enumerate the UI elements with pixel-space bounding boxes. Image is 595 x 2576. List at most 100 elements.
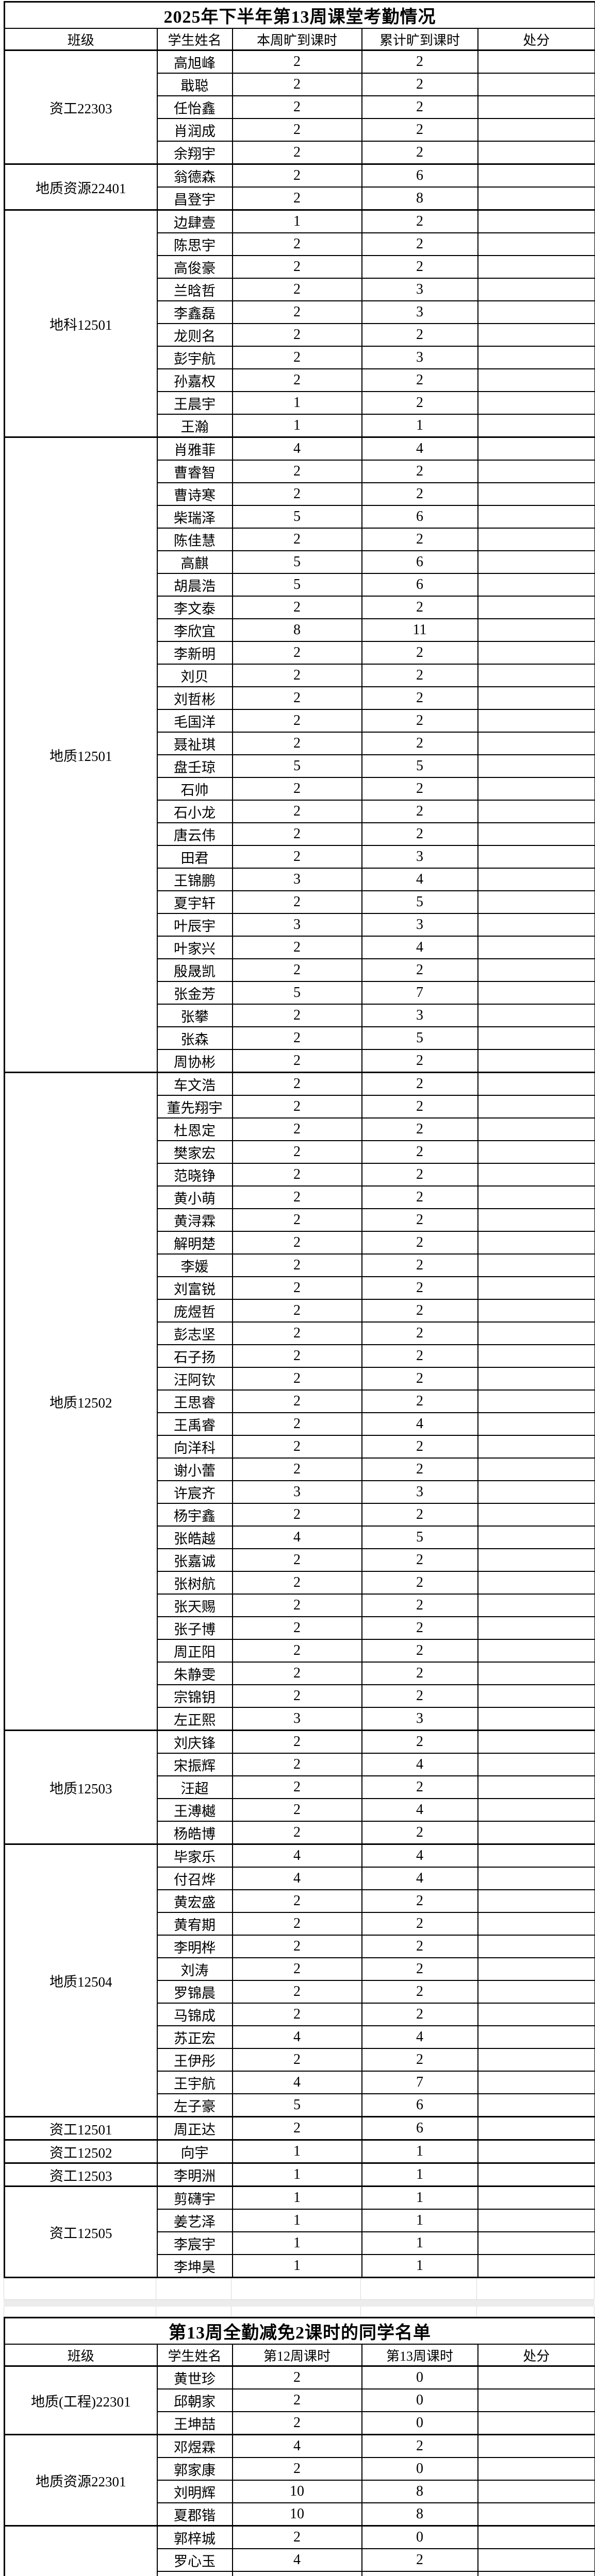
table-row: 刘涛 2 2 (5, 1957, 595, 1981)
table-row: 毛国洋 2 2 (5, 709, 595, 733)
week-hours-cell: 1 (232, 2231, 362, 2255)
student-name-cell: 刘明辉 (156, 2480, 233, 2503)
punishment-cell (477, 845, 595, 869)
table-row: 黄浔霖 2 2 (5, 1208, 595, 1232)
table-row: 曹诗寒 2 2 (5, 482, 595, 506)
table-row: 郭家康 2 0 (5, 2457, 595, 2481)
table-row: 王锦鹏 3 4 (5, 868, 595, 891)
week-hours-cell: 2 (232, 1004, 362, 1027)
week-hours-cell: 2 (232, 1798, 362, 1822)
second-hours-cell: 1 (361, 2254, 478, 2278)
table-row: 曹睿智 2 2 (5, 460, 595, 483)
week-hours-cell: 5 (232, 505, 362, 529)
table-row: 资工12501 周正达 2 6 (4, 2116, 595, 2141)
punishment-cell (477, 2457, 595, 2481)
second-hours-cell: 1 (361, 2231, 478, 2255)
table-row: 聂祉琪 2 2 (5, 732, 595, 755)
table-row: 高麒 5 6 (5, 550, 595, 574)
table-row: 李欣宜 8 11 (5, 618, 595, 642)
class-label: 资工12501 (4, 2116, 158, 2141)
week-hours-cell: 2 (232, 2365, 362, 2389)
column-header-total-absent-hours: 累计旷到课时 (361, 28, 478, 51)
table-row: 黄宥期 2 2 (5, 1912, 595, 1936)
punishment-cell (477, 2365, 595, 2389)
punishment-cell (477, 1276, 595, 1300)
punishment-cell (477, 1867, 595, 1890)
student-name-cell: 彭志坚 (156, 1321, 233, 1345)
punishment-cell (477, 391, 595, 415)
table-row: 胡晨浩 5 6 (5, 573, 595, 597)
student-name-cell: 姜艺泽 (156, 2209, 233, 2232)
table-row: 李坤昊 1 1 (5, 2254, 595, 2278)
table-row: 资工22303 高旭峰 2 2 (4, 49, 595, 165)
student-name-cell: 田君 (156, 845, 233, 869)
second-hours-cell: 2 (361, 2548, 478, 2572)
punishment-cell (477, 732, 595, 755)
student-name-cell: 龙则名 (156, 323, 233, 347)
table2-header-row: 班级 学生姓名 第12周课时 第13周课时 处分 (4, 2344, 595, 2367)
second-hours-cell: 2 (361, 1571, 478, 1595)
second-hours-cell: 2 (361, 1594, 478, 1617)
week-hours-cell: 8 (232, 618, 362, 642)
class-label: 地质12504 (4, 1843, 158, 2117)
attendance-table-week13: 2025年下半年第13周课堂考勤情况 班级 学生姓名 本周旷到课时 累计旷到课时… (4, 1, 595, 2278)
student-name-cell: 周正达 (156, 2116, 233, 2141)
class-label: 地质资源22301 (4, 2434, 158, 2527)
table-row: 彭志坚 2 2 (5, 1321, 595, 1345)
punishment-cell (477, 1707, 595, 1731)
week-hours-cell: 3 (232, 1707, 362, 1731)
student-name-cell: 黄世珍 (156, 2365, 233, 2389)
table-row: 朱静雯 2 2 (5, 1662, 595, 1685)
student-name-cell: 黄宥期 (156, 1912, 233, 1936)
punishment-cell (477, 2116, 595, 2141)
second-hours-cell: 2 (361, 118, 478, 142)
week-hours-cell: 2 (232, 732, 362, 755)
punishment-cell (477, 641, 595, 665)
student-name-cell: 毛国洋 (156, 709, 233, 733)
week-hours-cell: 2 (232, 1321, 362, 1345)
week-hours-cell: 4 (232, 1843, 362, 1868)
student-name-cell: 高旭峰 (156, 49, 233, 74)
punishment-cell (477, 664, 595, 687)
class-label: 资工22303 (4, 49, 158, 165)
punishment-cell (477, 1412, 595, 1436)
student-name-cell: 苏正宏 (156, 2025, 233, 2049)
week-hours-cell: 2 (232, 664, 362, 687)
student-name-cell: 王溥樾 (156, 1798, 233, 1822)
punishment-cell (477, 1548, 595, 1572)
student-name-cell: 刘富锐 (156, 1276, 233, 1300)
second-hours-cell: 2 (361, 1548, 478, 1572)
punishment-cell (477, 618, 595, 642)
punishment-cell (477, 1503, 595, 1527)
student-name-cell: 杨皓博 (156, 1821, 233, 1845)
table-row: 地质12501 肖雅菲 4 4 (4, 436, 595, 1073)
punishment-cell (477, 573, 595, 597)
table-row: 邱朝家 2 0 (5, 2388, 595, 2412)
student-name-cell: 宋振辉 (156, 1753, 233, 1776)
student-name-cell: 郭梓城 (156, 2525, 233, 2549)
table-row: 孟柏宇64 (5, 2571, 595, 2576)
table-row: 杨宇鑫 2 2 (5, 1503, 595, 1527)
second-hours-cell: 2 (361, 1935, 478, 1958)
class-label: 地质资源22401 (4, 163, 158, 211)
table-row: 孙嘉权 2 2 (5, 368, 595, 392)
week-hours-cell: 5 (232, 573, 362, 597)
table-row: 张子博 2 2 (5, 1616, 595, 1640)
second-hours-cell: 7 (361, 981, 478, 1005)
second-hours-cell: 2 (361, 1775, 478, 1799)
student-name-cell: 刘庆锋 (156, 1730, 233, 1754)
student-name-cell: 郭家康 (156, 2457, 233, 2481)
week-hours-cell: 2 (232, 346, 362, 369)
second-hours-cell: 0 (361, 2365, 478, 2389)
table-row: 地质资源22302郭梓城20 (4, 2525, 595, 2576)
week-hours-cell: 2 (232, 2116, 362, 2141)
punishment-cell (477, 2071, 595, 2094)
student-name-cell: 肖雅菲 (156, 436, 233, 461)
week-hours-cell: 1 (232, 2162, 362, 2187)
week-hours-cell: 5 (232, 754, 362, 778)
punishment-cell (477, 1730, 595, 1754)
punishment-cell (477, 913, 595, 937)
week-hours-cell: 2 (232, 800, 362, 823)
punishment-cell (477, 958, 595, 982)
student-name-cell: 罗心玉 (156, 2548, 233, 2572)
